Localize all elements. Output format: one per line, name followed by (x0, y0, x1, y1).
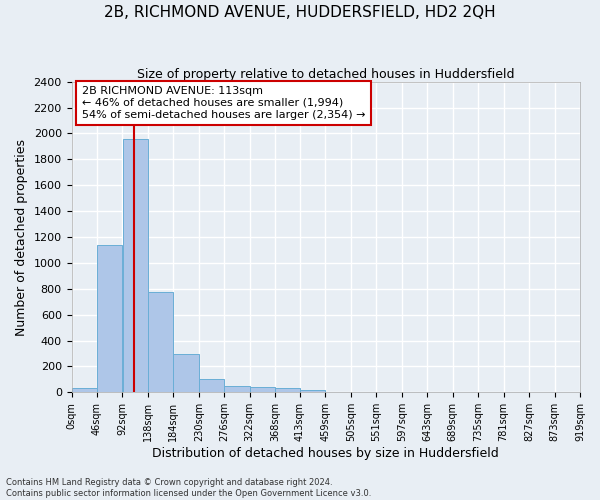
Bar (250, 387, 275, 392)
X-axis label: Distribution of detached houses by size in Huddersfield: Distribution of detached houses by size … (152, 447, 499, 460)
Title: Size of property relative to detached houses in Huddersfield: Size of property relative to detached ho… (137, 68, 515, 80)
Text: 2B, RICHMOND AVENUE, HUDDERSFIELD, HD2 2QH: 2B, RICHMOND AVENUE, HUDDERSFIELD, HD2 2… (104, 5, 496, 20)
Bar (71, 388, 97, 392)
Bar (148, 292, 173, 392)
Text: Contains HM Land Registry data © Crown copyright and database right 2024.
Contai: Contains HM Land Registry data © Crown c… (6, 478, 371, 498)
Text: 2B RICHMOND AVENUE: 113sqm
← 46% of detached houses are smaller (1,994)
54% of s: 2B RICHMOND AVENUE: 113sqm ← 46% of deta… (82, 86, 365, 120)
Bar (173, 354, 199, 393)
Y-axis label: Number of detached properties: Number of detached properties (15, 138, 28, 336)
Bar (122, 138, 148, 392)
Bar (275, 388, 301, 392)
Bar (224, 386, 250, 392)
Bar (97, 246, 122, 392)
Bar (300, 390, 325, 392)
Bar (199, 379, 224, 392)
